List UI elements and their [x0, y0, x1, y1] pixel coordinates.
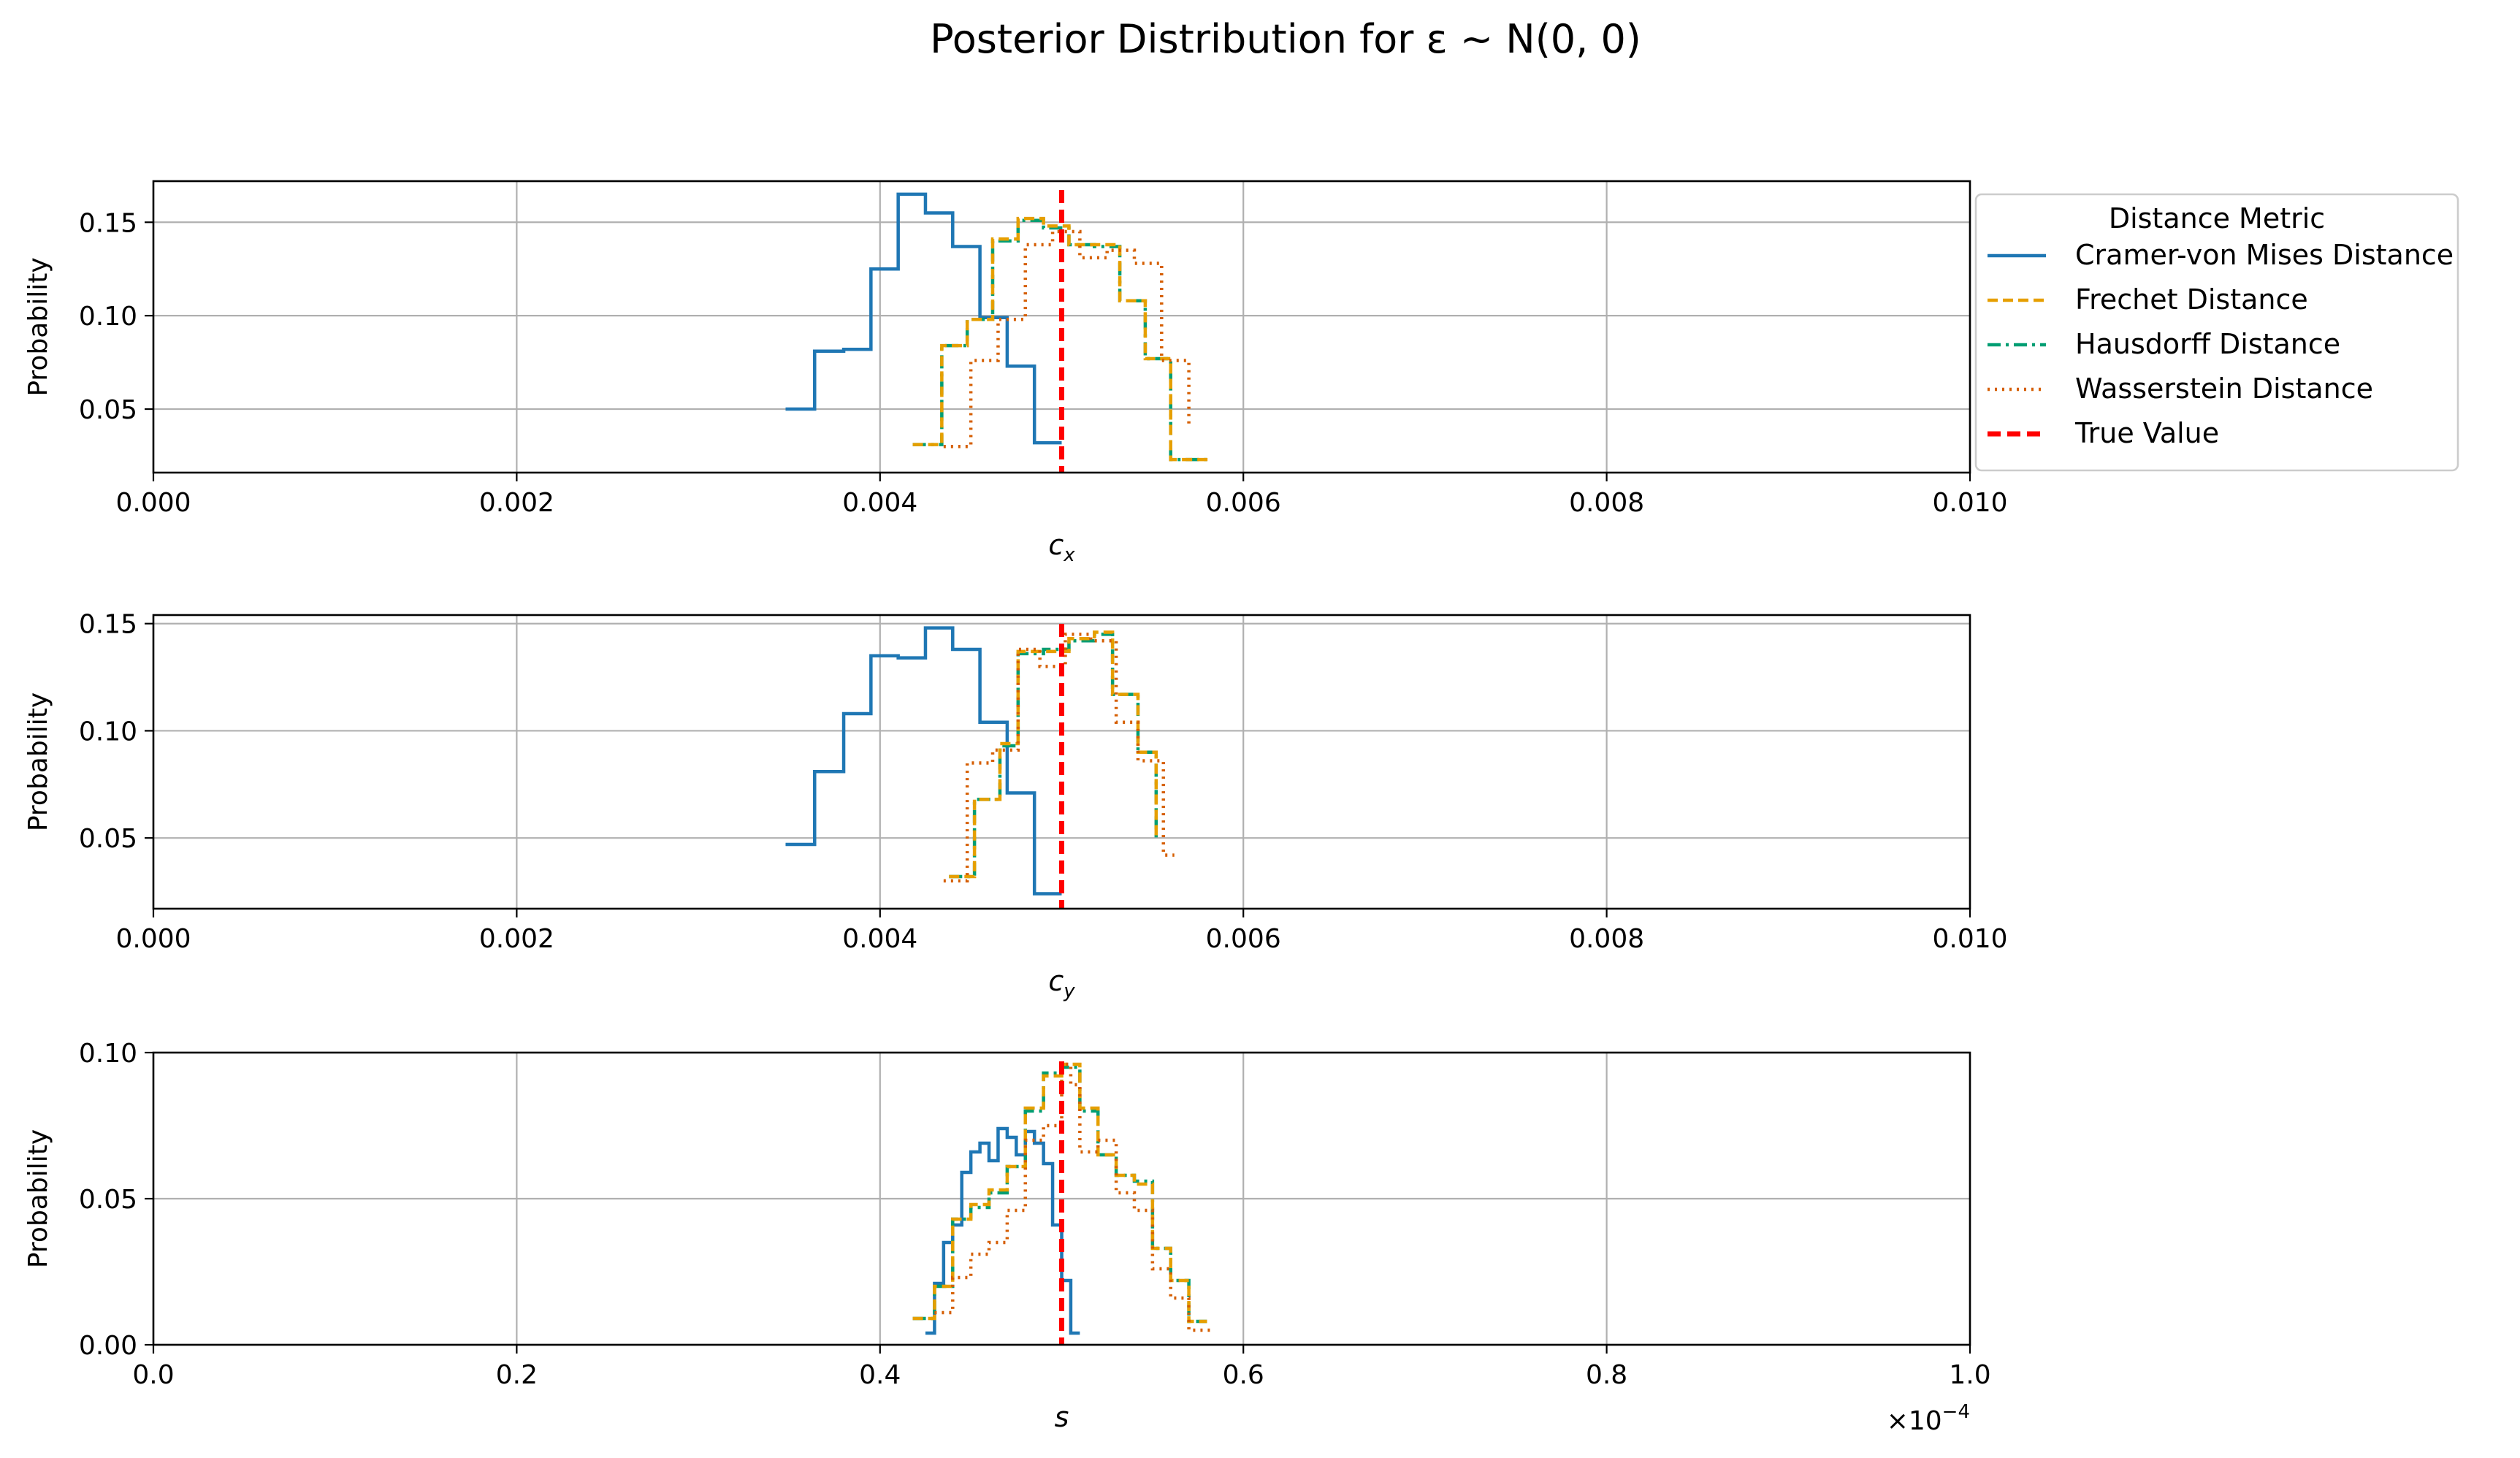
- axes-frame: [152, 180, 1971, 474]
- legend-label-true_value: True Value: [2074, 417, 2219, 449]
- x-tick-label: 0.004: [842, 924, 917, 954]
- y-tick-label: 0.05: [79, 824, 137, 854]
- x-tick-label: 0.008: [1569, 924, 1644, 954]
- x-tick-label: 0.002: [479, 488, 554, 518]
- figure-title: Posterior Distribution for ε ∼ N(0, 0): [930, 16, 1641, 62]
- x-tick-label: 1.0: [1949, 1360, 1990, 1390]
- series-frechet: [949, 630, 1158, 879]
- x-tick-label: 0.6: [1223, 1360, 1264, 1390]
- y-tick-label: 0.15: [79, 610, 137, 640]
- subplot-s: 0.0 0.2 0.4 0.6 0.8 1.0 0.00 0.05 0.10 Probabilit…: [23, 1039, 1991, 1436]
- x-tick-label: 0.010: [1932, 488, 2007, 518]
- series-frechet: [912, 1062, 1207, 1324]
- legend-box: [1974, 193, 2459, 472]
- x-tick-label: 0.002: [479, 924, 554, 954]
- x-tick-label: 0.010: [1932, 924, 2007, 954]
- x-tick-label: 0.006: [1206, 924, 1281, 954]
- axes-frame: [152, 614, 1971, 910]
- legend-label-frechet: Frechet Distance: [2075, 283, 2308, 316]
- y-axis-label: Probability: [23, 692, 53, 831]
- y-tick-label: 0.10: [79, 302, 137, 332]
- y-tick-label: 0.05: [79, 395, 137, 425]
- x-axis-label: cy: [1048, 965, 1075, 1002]
- y-tick-label: 0.05: [79, 1185, 137, 1215]
- legend-label-hausdorff: Hausdorff Distance: [2075, 328, 2340, 360]
- x-tick-label: 0.4: [859, 1360, 901, 1390]
- x-tick-label: 0.000: [115, 488, 191, 518]
- x-tick-label: 0.006: [1206, 488, 1281, 518]
- x-axis-multiplier: ×10−4: [1887, 1401, 1970, 1436]
- legend-title: Distance Metric: [2109, 202, 2325, 234]
- x-axis-label: cx: [1048, 529, 1075, 566]
- series-wasserstein: [943, 633, 1175, 883]
- x-tick-label: 0.8: [1586, 1360, 1627, 1390]
- legend-label-wasserstein: Wasserstein Distance: [2075, 373, 2373, 405]
- y-axis-label: Probability: [23, 1129, 53, 1268]
- y-tick-label: 0.10: [79, 1039, 137, 1069]
- y-tick-label: 0.00: [79, 1331, 137, 1361]
- series-frechet: [912, 216, 1211, 462]
- x-axis-label: s: [1055, 1401, 1069, 1433]
- subplot-cy: 0.000 0.002 0.004 0.006 0.008 0.010 0.05 0.10 0.…: [23, 610, 2008, 1002]
- series-cvm: [785, 192, 1062, 445]
- series-cvm: [925, 1126, 1080, 1335]
- series-cvm: [785, 626, 1062, 896]
- x-tick-label: 0.008: [1569, 488, 1644, 518]
- legend-label-cvm: Cramer-von Mises Distance: [2075, 239, 2454, 271]
- series-wasserstein: [934, 1062, 1211, 1332]
- y-axis-label: Probability: [23, 257, 53, 396]
- series-wasserstein: [943, 229, 1191, 449]
- y-tick-label: 0.15: [79, 208, 137, 238]
- x-tick-label: 0.0: [132, 1360, 174, 1390]
- x-tick-label: 0.2: [496, 1360, 538, 1390]
- y-tick-label: 0.10: [79, 717, 137, 747]
- x-tick-label: 0.004: [842, 488, 917, 518]
- legend: Distance Metric Cramer-von Mises Distance…: [1974, 193, 2459, 472]
- subplot-cx: 0.000 0.002 0.004 0.006 0.008 0.010 0.05 0.10 0.…: [23, 180, 2008, 566]
- x-tick-label: 0.000: [115, 924, 191, 954]
